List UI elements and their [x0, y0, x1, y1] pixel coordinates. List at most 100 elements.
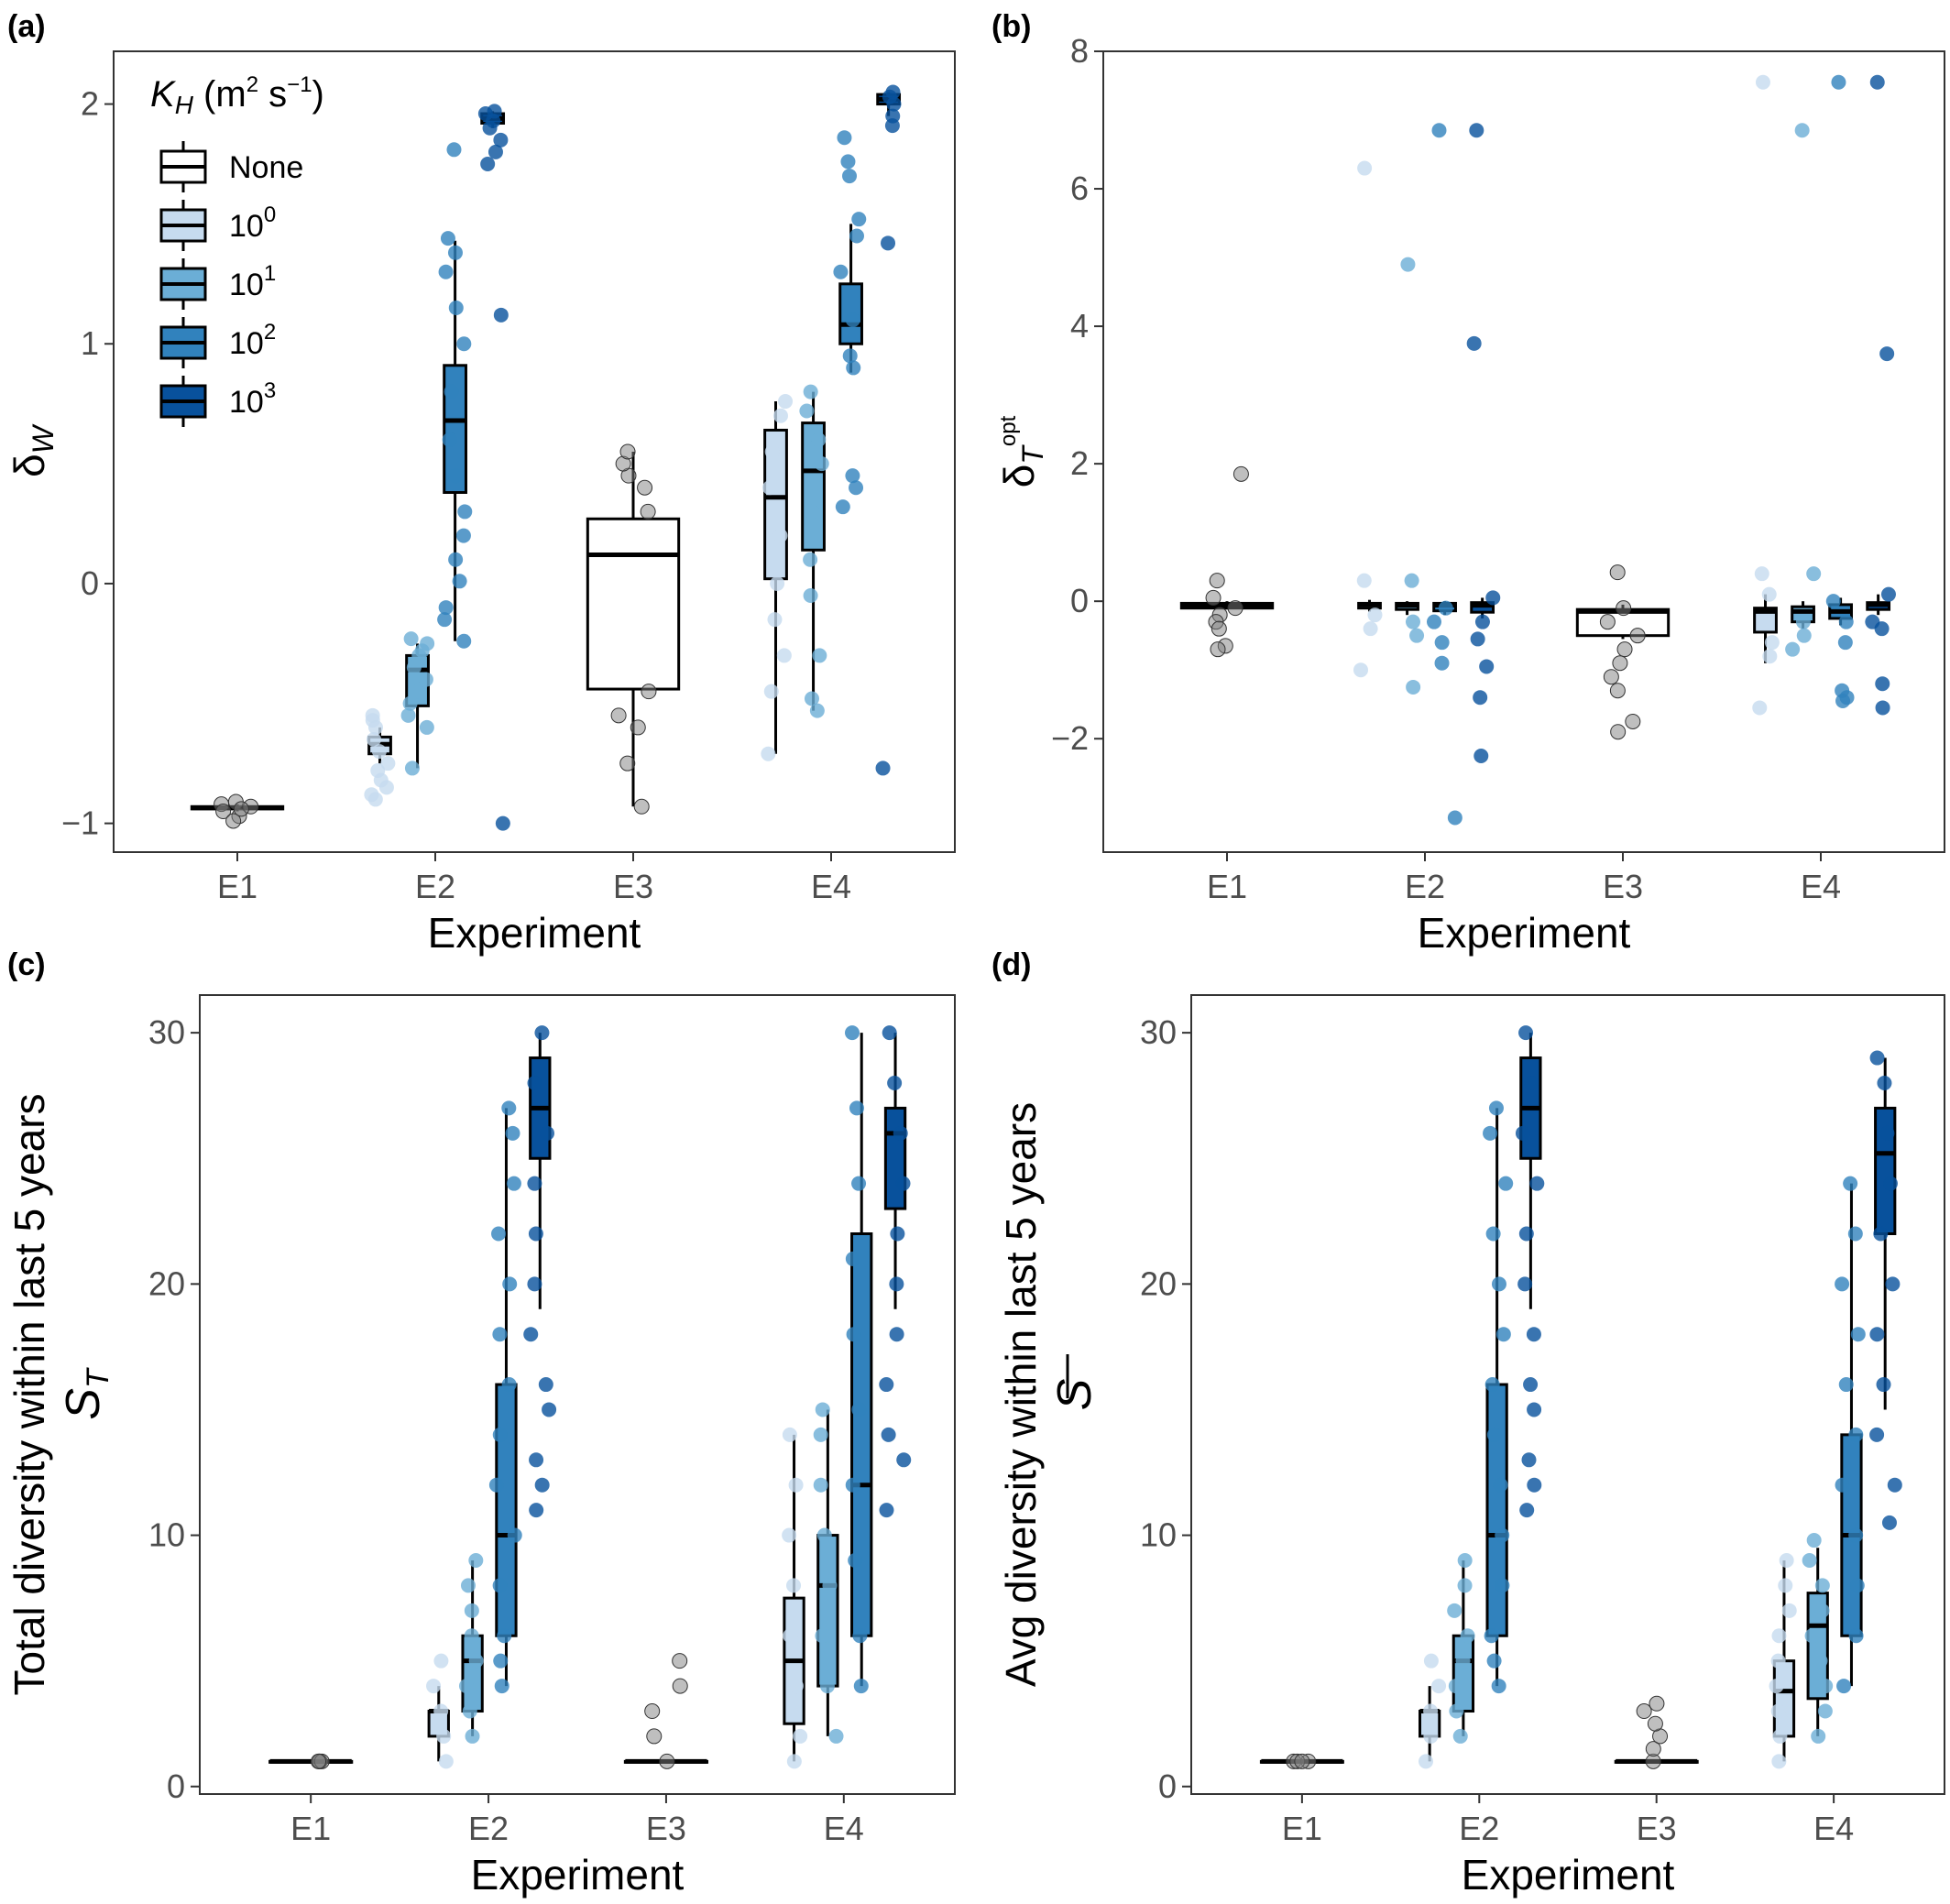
data-point: [420, 636, 435, 651]
x-tick-label: E3: [646, 1810, 686, 1847]
box-E4-kh3: [844, 1025, 873, 1694]
data-point: [1457, 1578, 1473, 1593]
box-E1-kh0: [1179, 465, 1275, 658]
data-point: [1804, 1628, 1820, 1644]
data-point: [501, 1377, 517, 1393]
data-point: [1485, 590, 1501, 606]
data-point: [456, 633, 472, 649]
data-point: [619, 443, 636, 460]
data-point: [1869, 1427, 1885, 1442]
x-axis-title: Experiment: [1462, 1851, 1675, 1899]
data-point: [812, 648, 827, 663]
data-point: [311, 1753, 327, 1769]
plot-frame: [199, 994, 956, 1795]
data-point: [845, 312, 860, 328]
data-point: [1825, 594, 1841, 609]
data-point: [542, 1402, 557, 1417]
data-point: [1423, 1703, 1439, 1719]
legend-label-exp: 0: [264, 202, 276, 227]
data-point: [805, 504, 820, 520]
data-point: [1431, 123, 1447, 138]
data-point: [1875, 700, 1890, 716]
legend-title: KH (m2 s−1): [150, 72, 324, 119]
data-point: [497, 1628, 512, 1644]
data-point: [1876, 1377, 1891, 1393]
x-tick-label: E3: [1637, 1810, 1677, 1847]
data-point: [851, 1402, 867, 1417]
legend-label-text: None: [229, 150, 303, 185]
x-tick-label: E4: [824, 1810, 864, 1847]
data-point: [1523, 1377, 1539, 1393]
data-point: [803, 552, 818, 567]
data-point: [835, 499, 850, 515]
data-point: [659, 1753, 675, 1769]
data-point: [1869, 74, 1885, 90]
x-tick-label: E2: [468, 1810, 509, 1847]
data-point: [1625, 713, 1641, 729]
data-point: [1756, 614, 1771, 629]
data-point: [455, 528, 471, 543]
data-point: [1473, 690, 1488, 706]
data-point: [1448, 1679, 1463, 1694]
data-point: [1850, 1327, 1866, 1342]
data-point: [437, 612, 453, 628]
data-point: [772, 528, 788, 543]
data-point: [505, 1125, 520, 1141]
data-point: [1835, 1276, 1850, 1292]
box: [816, 1534, 839, 1688]
data-point: [365, 707, 380, 723]
data-point: [1404, 573, 1419, 588]
box-E4-kh2: [813, 1402, 844, 1744]
data-point: [1772, 1728, 1788, 1744]
data-point: [492, 1578, 508, 1593]
box-E4-kh2: [1785, 123, 1822, 657]
legend-title-subscript: H: [175, 91, 194, 119]
data-point: [493, 1653, 509, 1669]
data-point: [1762, 649, 1778, 664]
data-point: [1457, 1552, 1473, 1568]
data-point: [633, 798, 650, 815]
data-point: [1752, 700, 1768, 716]
data-point: [882, 1025, 897, 1041]
data-point: [1612, 655, 1628, 672]
data-point: [1609, 564, 1626, 581]
legend-label-base: 10: [229, 385, 264, 420]
panel-label: (c): [7, 947, 46, 982]
data-point: [404, 761, 420, 776]
data-point: [426, 1679, 442, 1694]
data-point: [1755, 74, 1770, 90]
box-E4-kh1: [761, 394, 794, 761]
data-point: [468, 1653, 484, 1669]
data-point: [1796, 628, 1812, 643]
data-point: [1764, 635, 1780, 651]
data-point: [846, 360, 861, 376]
data-point: [881, 235, 896, 251]
data-point: [488, 1477, 504, 1493]
y-axis-subscript: T: [81, 1367, 115, 1388]
data-point: [419, 719, 434, 735]
data-point: [886, 96, 902, 112]
data-point: [1486, 1427, 1502, 1442]
data-point: [1636, 1703, 1652, 1720]
data-point: [465, 1728, 480, 1744]
data-point: [1885, 1276, 1901, 1292]
data-point: [1529, 1176, 1545, 1191]
data-point: [788, 1679, 804, 1694]
box-E4-kh1: [782, 1427, 808, 1769]
data-point: [1353, 662, 1368, 678]
data-point: [1818, 1679, 1834, 1694]
legend-label: 102: [229, 320, 276, 361]
data-point: [646, 1728, 663, 1745]
data-point: [1438, 600, 1453, 616]
data-point: [1603, 669, 1619, 685]
data-point: [848, 1552, 863, 1568]
data-point: [1848, 1527, 1864, 1543]
data-point: [1423, 1653, 1439, 1669]
y-axis-title-line2: Avg diversity within last 5 years: [997, 1102, 1045, 1687]
data-point: [849, 228, 864, 244]
data-point: [1599, 614, 1616, 630]
box: [1452, 1634, 1475, 1713]
plot-frame: [1190, 994, 1945, 1795]
